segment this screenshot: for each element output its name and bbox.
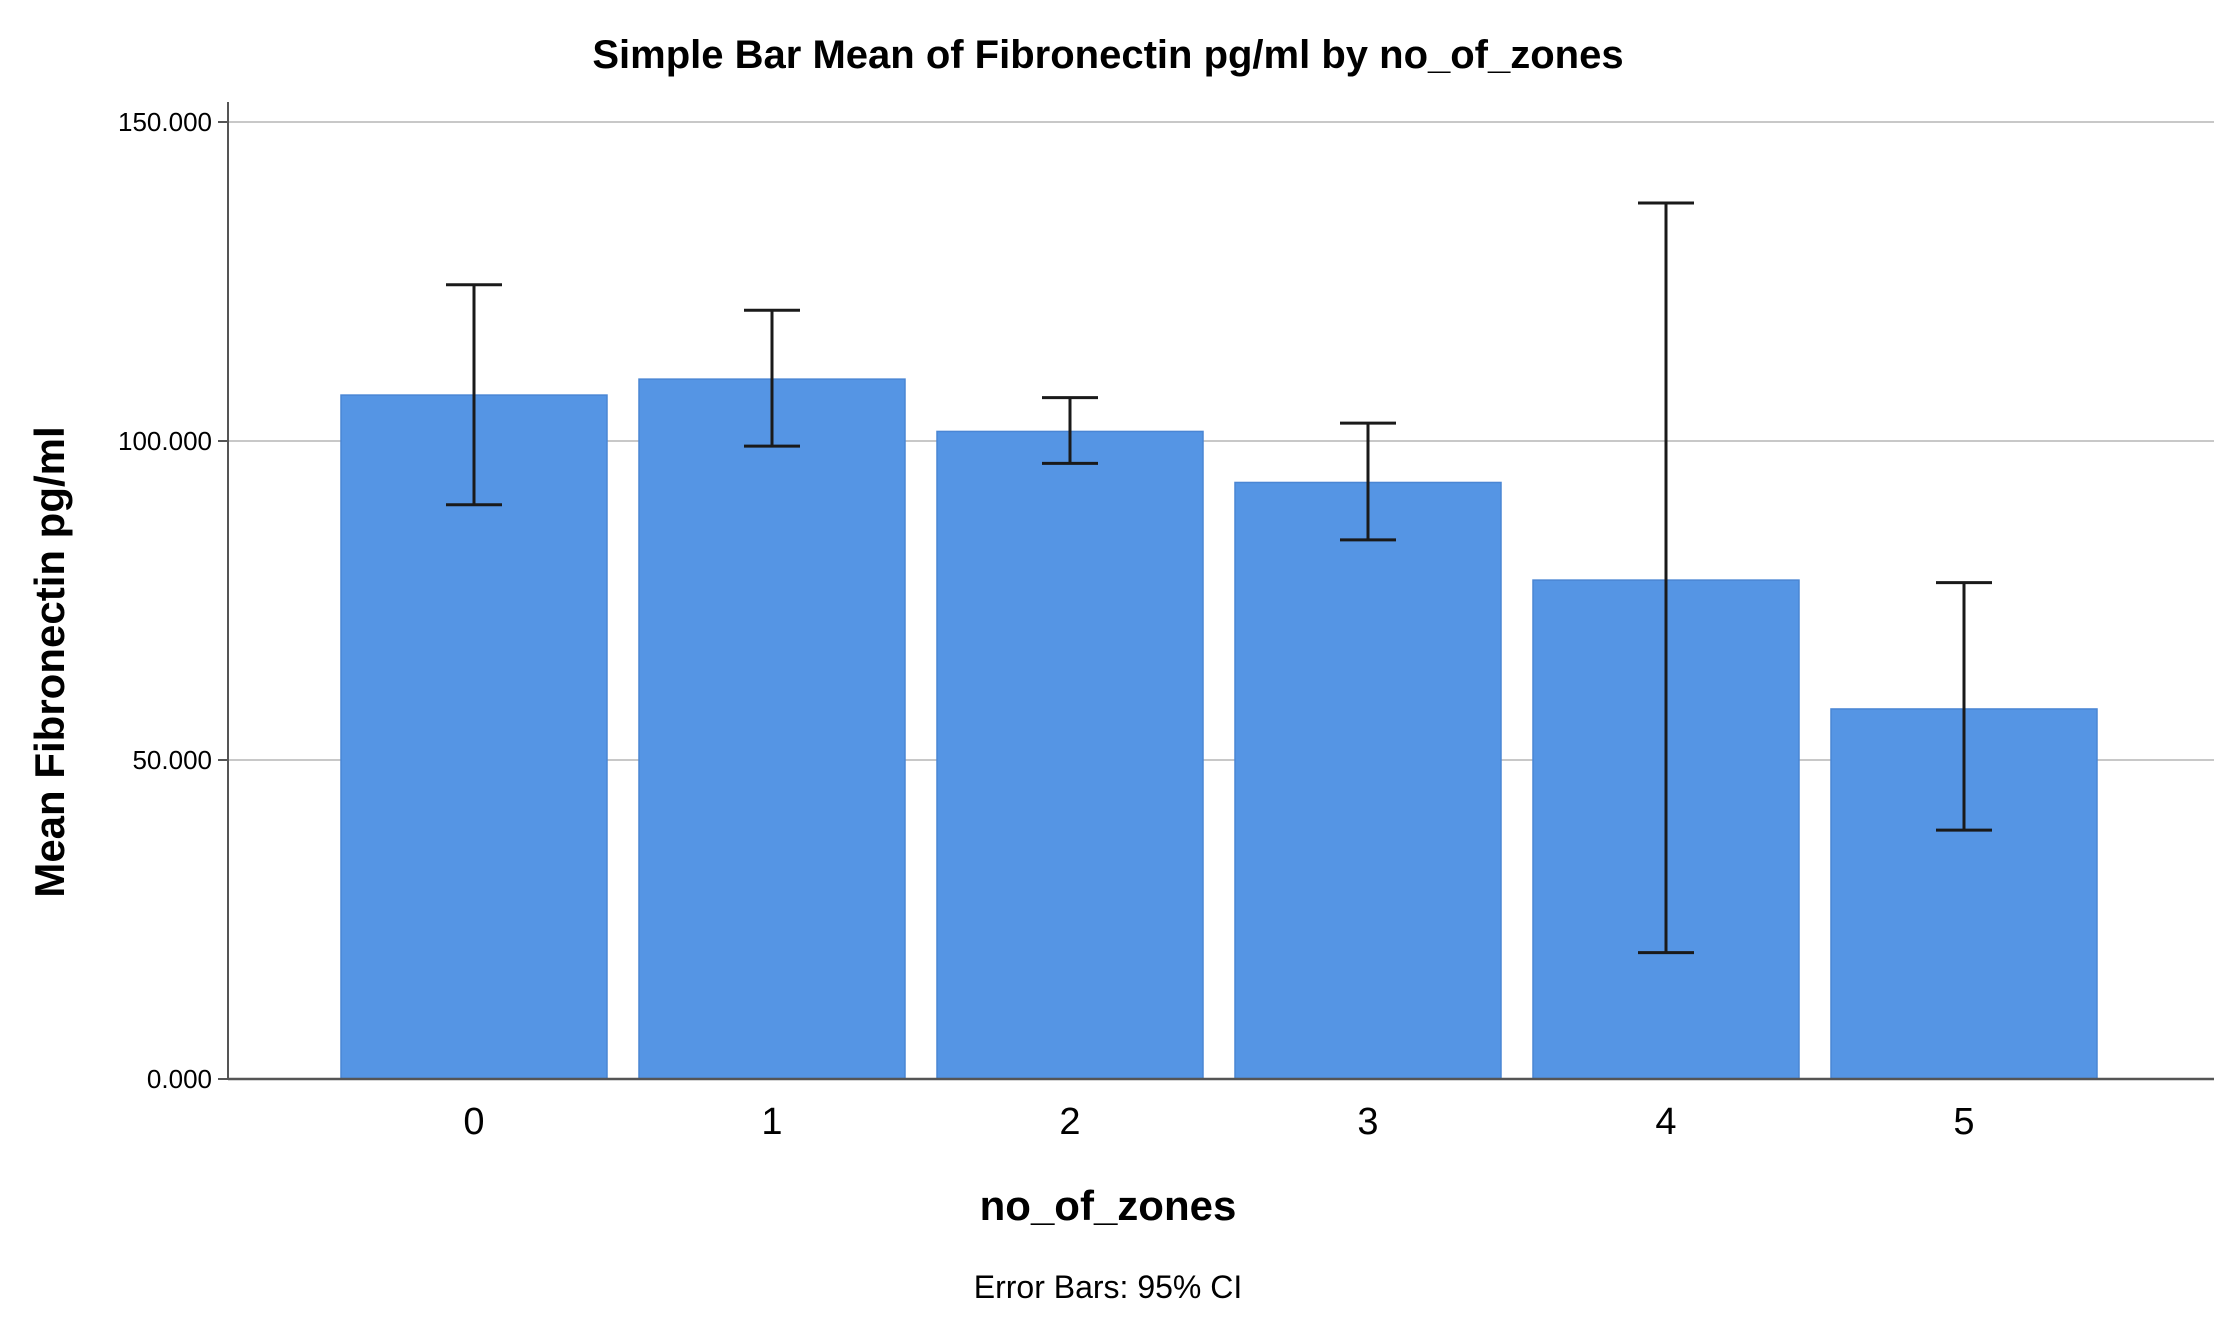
error-bar-3: [1340, 421, 1396, 542]
y-tick-label: 150.000: [118, 107, 212, 137]
y-tick-labels: 0.000 50.000 100.000 150.000: [118, 107, 212, 1094]
x-tick-label: 4: [1655, 1101, 1676, 1143]
x-axis-title: no_of_zones: [980, 1182, 1237, 1229]
error-bar-2: [1042, 396, 1098, 465]
error-bars-layer: [446, 201, 1992, 955]
error-bar-4: [1638, 201, 1694, 955]
x-tick-label: 5: [1953, 1101, 1974, 1143]
y-axis-title: Mean Fibronectin pg/ml: [26, 426, 73, 897]
x-tick-label: 2: [1059, 1101, 1080, 1143]
axes-layer: [218, 102, 2214, 1081]
bar-3: [1234, 481, 1502, 1080]
x-tick-labels: 0 1 2 3 4 5: [463, 1101, 1974, 1143]
bar-2: [936, 430, 1204, 1080]
bar-0: [340, 394, 608, 1080]
bar-1: [638, 378, 906, 1080]
error-bar-1: [744, 308, 800, 448]
y-tick-label: 0.000: [147, 1064, 212, 1094]
x-tick-label: 1: [761, 1101, 782, 1143]
error-bar-footnote: Error Bars: 95% CI: [974, 1269, 1243, 1305]
chart-title: Simple Bar Mean of Fibronectin pg/ml by …: [592, 33, 1623, 77]
error-bar-0: [446, 283, 502, 507]
y-tick-label: 50.000: [132, 745, 212, 775]
bars-layer: [340, 378, 2098, 1080]
y-tick-label: 100.000: [118, 426, 212, 456]
x-tick-label: 0: [463, 1101, 484, 1143]
error-bar-5: [1936, 581, 1992, 832]
x-tick-label: 3: [1357, 1101, 1378, 1143]
